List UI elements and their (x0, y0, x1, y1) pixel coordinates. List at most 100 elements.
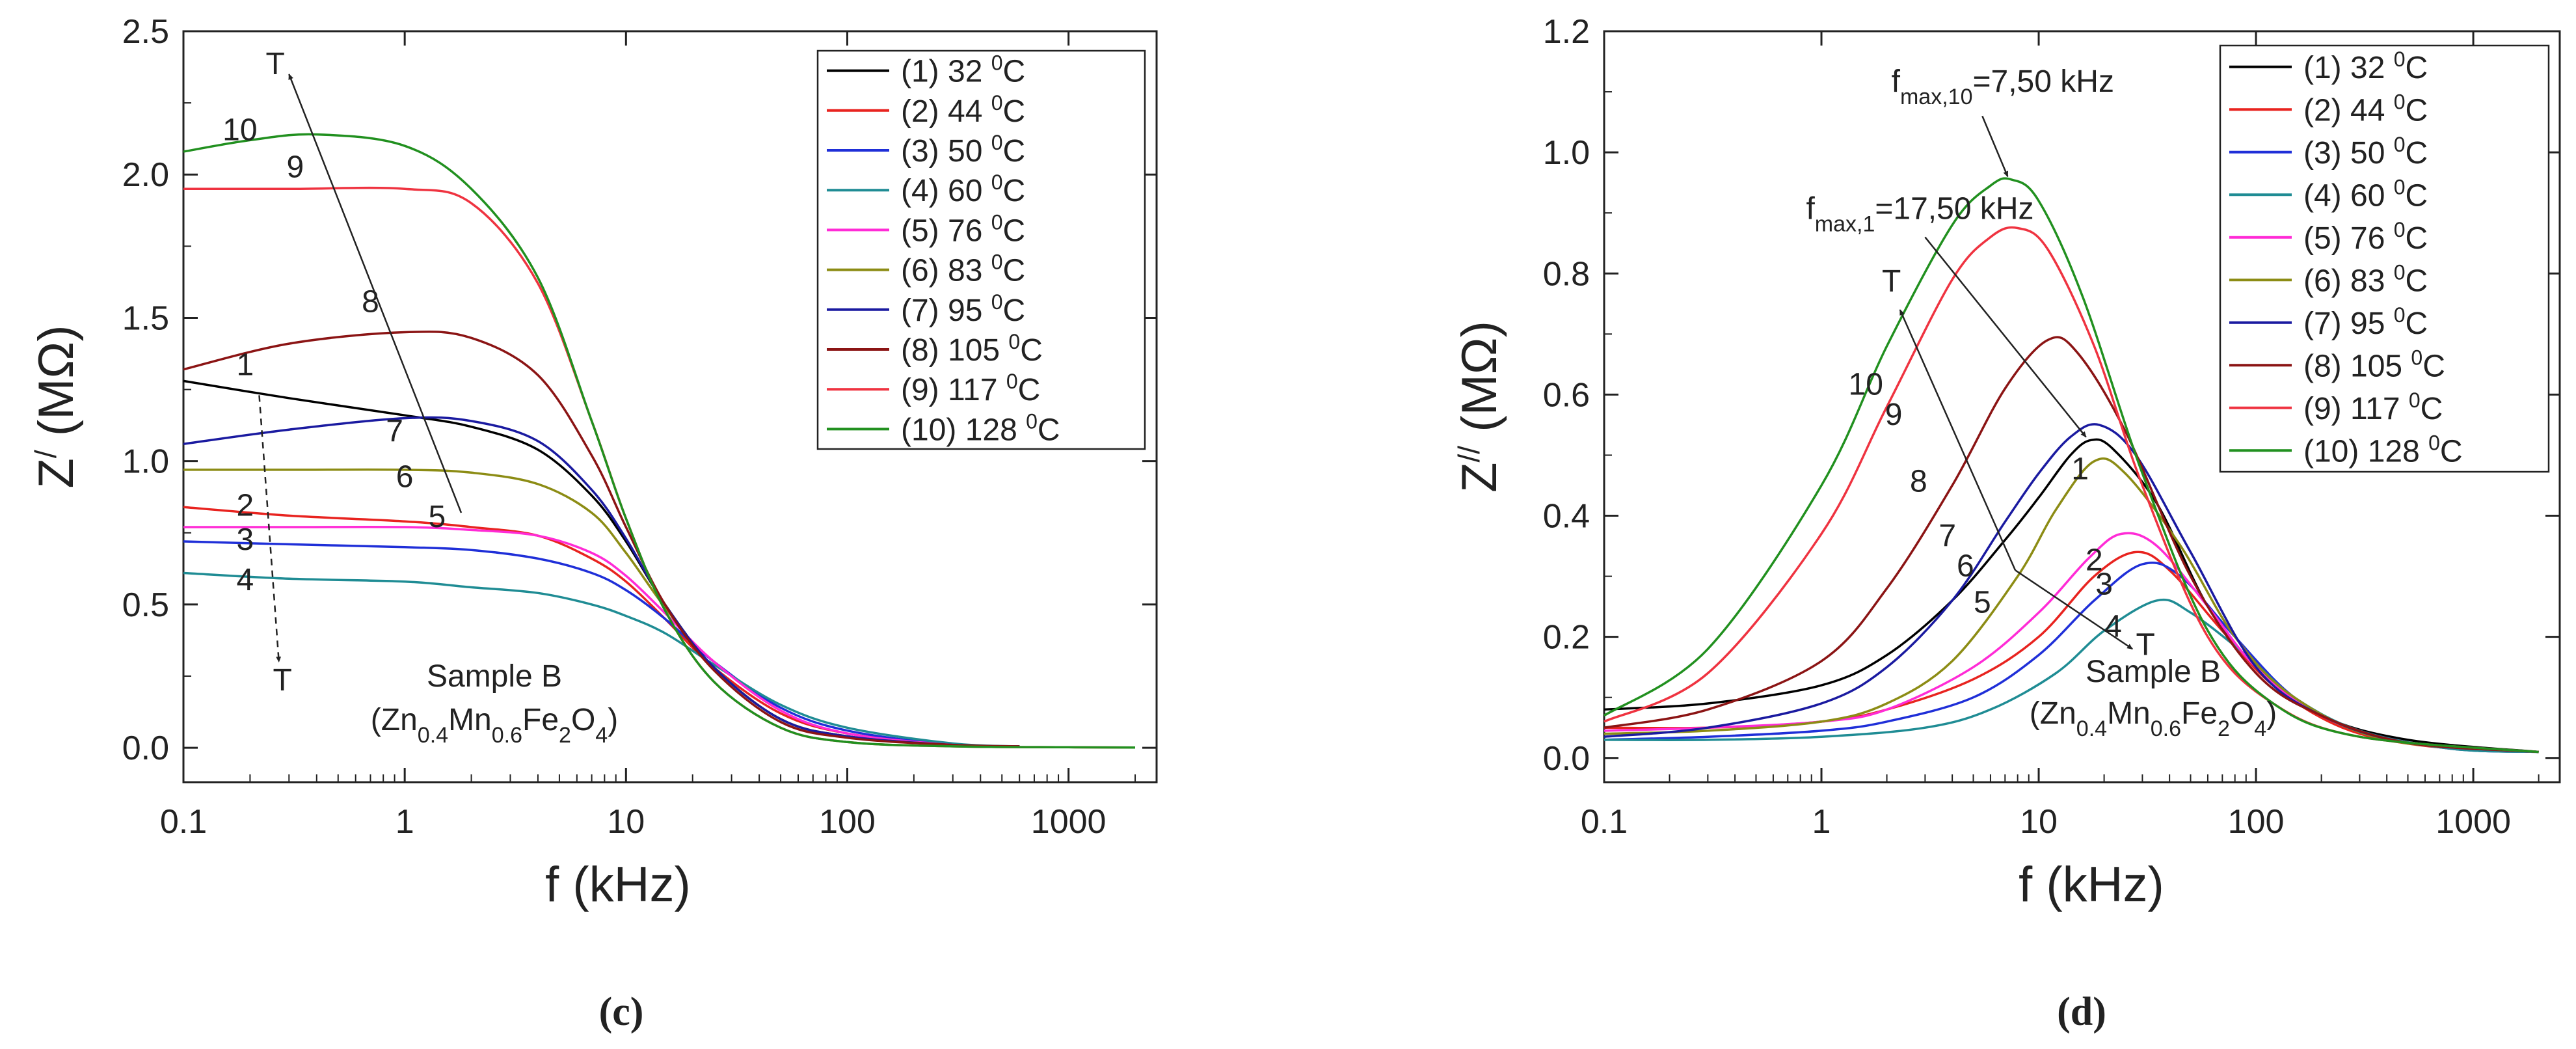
panel-c-curve-label: 2 (236, 488, 254, 523)
panel-c-curve-label: 9 (286, 150, 304, 185)
panel-d-legend-entry: (1) 32 0C (2303, 48, 2428, 85)
panel-c-legend-box (816, 49, 1146, 450)
panel-c-curve-label: 10 (222, 113, 257, 147)
panel-d-legend-entry: (5) 76 0C (2303, 218, 2428, 256)
panel-c-panel-letter: (c) (599, 990, 644, 1034)
panel-c-curve-label: 4 (236, 563, 254, 597)
panel-c-legend-entry: (6) 83 0C (901, 251, 1025, 288)
panel-d-x-tick-label: 1000 (2435, 803, 2511, 841)
panel-d-fmax-annotation: fmax,1=17,50 kHz (1806, 192, 2033, 237)
panel-d-y-axis-label: Z// (MΩ) (1452, 321, 1507, 493)
panel-d-x-axis-label: f (kHz) (2019, 857, 2164, 912)
panel-c-curve-label: 7 (386, 414, 403, 448)
panel-c-y-axis-label: Z/ (MΩ) (29, 325, 84, 488)
panel-d-curve-label: 2 (2086, 543, 2103, 577)
panel-d-legend-entry: (6) 83 0C (2303, 260, 2428, 298)
panel-d-y-tick-label: 0.4 (1543, 498, 1590, 536)
panel-d-x-tick-label: 10 (2020, 803, 2058, 841)
panel-d-curve-label: 6 (1957, 549, 1974, 584)
panel-d-legend-entry: (8) 105 0C (2303, 346, 2445, 383)
panel-c-curve-label: 6 (396, 459, 414, 494)
panel-c-series-line-3 (183, 540, 1020, 748)
panel-d-series-line-6 (1603, 457, 2539, 754)
panel-d-temperature-arrow (1899, 309, 2017, 571)
panel-d-legend-entry: (9) 117 0C (2303, 388, 2443, 426)
panel-d-fmax-annotation: fmax,10=7,50 kHz (1892, 64, 2114, 109)
panel-d-legend-entry: (7) 95 0C (2303, 303, 2428, 341)
panel-d-curve-label: 8 (1910, 464, 1927, 498)
panel-d-y-tick-label: 0.2 (1543, 619, 1590, 657)
panel-d-curve-label: 3 (2095, 567, 2113, 602)
panel-c-series-line-8 (183, 330, 1020, 748)
panel-c-legend-entry: (1) 32 0C (901, 51, 1025, 89)
panel-c-series-line-2 (183, 506, 1020, 748)
panel-c-series-line-5 (183, 525, 1020, 748)
panel-c-legend-entry: (7) 95 0C (901, 290, 1025, 328)
panel-c-legend-entry: (2) 44 0C (901, 91, 1025, 129)
panel-d-formula-label: (Zn0.4Mn0.6Fe2O4) (2030, 696, 2277, 741)
panel-d-fmax-arrow (1924, 236, 2087, 438)
panel-d-series-line-10 (1603, 177, 2539, 754)
panel-c-x-tick-label: 1 (396, 803, 414, 841)
panel-d-x-tick-label: 0.1 (1581, 803, 1628, 841)
panel-d-curve-label: 7 (1939, 519, 1956, 553)
panel-c-curve-label: 5 (429, 500, 446, 534)
panel-c-x-tick-label: 10 (607, 803, 645, 841)
panel-c-legend-entry: (8) 105 0C (901, 330, 1043, 368)
panel-d-legend-entry: (2) 44 0C (2303, 90, 2428, 128)
panel-c-plot-frame (182, 30, 1158, 783)
panel-d-series-line-8 (1603, 336, 2539, 754)
panel-c-arrow-label: T (265, 47, 284, 81)
panel-c-series-line-10 (183, 133, 1136, 749)
panel-d-x-tick-label: 100 (2228, 803, 2285, 841)
panel-d-x-tick-label: 1 (1812, 803, 1831, 841)
panel-d-y-tick-label: 0.8 (1543, 255, 1590, 293)
panel-c-x-tick-label: 0.1 (160, 803, 207, 841)
panel-c-temperature-arrow (258, 395, 282, 663)
panel-c-curve-label: 8 (362, 285, 379, 320)
panel-d-fmax-arrow (1981, 115, 2009, 178)
panel-d-curve-label: 10 (1849, 367, 1883, 402)
panel-c-legend-entry: (5) 76 0C (901, 210, 1025, 248)
panel-d-y-tick-label: 0.0 (1543, 740, 1590, 778)
panel-d-y-tick-label: 0.6 (1543, 376, 1590, 414)
panel-c-impedance-real: 0.1 1 10 100 1000 0.0 0.5 1.0 1.5 2.0 2.5 Z/ (MΩ) f … (29, 13, 1158, 1034)
panel-c-y-tick-label: 0.5 (122, 586, 169, 624)
panel-d-panel-letter: (d) (2057, 990, 2106, 1034)
panel-d-impedance-imaginary: 0.1 1 10 100 1000 0.0 0.2 0.4 0.6 0.8 1.0 1.2 Z// (M… (1452, 13, 2561, 1034)
panel-c-y-tick-label: 2.0 (122, 156, 169, 194)
panel-d-curve-label: 5 (1974, 585, 1991, 620)
panel-c-legend-entry: (4) 60 0C (901, 170, 1025, 208)
panel-d-arrow-label: T (2136, 628, 2155, 662)
panel-c-legend-entry: (3) 50 0C (901, 131, 1025, 169)
panel-d-curve-label: 1 (2071, 452, 2089, 487)
panel-c-curve-label: 1 (236, 348, 254, 383)
panel-d-arrow-label: T (1882, 264, 1901, 299)
panel-c-series-line-4 (183, 571, 1020, 748)
panel-c-legend-entry: (10) 128 0C (901, 409, 1060, 447)
panel-c-x-axis-label: f (kHz) (545, 857, 691, 912)
panel-c-y-tick-label: 1.0 (122, 443, 169, 481)
panel-c-sample-label: Sample B (427, 659, 562, 694)
panel-d-legend-entry: (10) 128 0C (2303, 431, 2463, 469)
panel-c-legend-entry: (9) 117 0C (901, 370, 1040, 407)
panel-d-plot-frame (1603, 30, 2561, 783)
panel-d-y-tick-label: 1.2 (1543, 13, 1590, 51)
panel-d-temperature-arrow (2015, 569, 2133, 650)
panel-d-legend-box (2219, 44, 2550, 473)
panel-c-series-line-7 (183, 416, 1020, 748)
panel-c-curve-label: 3 (236, 523, 254, 557)
panel-c-arrow-label: T (273, 663, 291, 698)
panel-c-x-tick-label: 100 (819, 803, 876, 841)
panel-c-x-tick-label: 1000 (1031, 803, 1107, 841)
panel-d-y-tick-label: 1.0 (1543, 134, 1590, 172)
panel-c-temperature-arrow (288, 74, 463, 513)
panel-c-y-tick-label: 0.0 (122, 729, 169, 767)
panel-d-legend-entry: (4) 60 0C (2303, 175, 2428, 213)
panel-d-sample-label: Sample B (2086, 655, 2221, 689)
panel-d-curve-label: 9 (1885, 398, 1903, 432)
panel-d-curve-label: 4 (2104, 610, 2122, 644)
panel-d-legend-entry: (3) 50 0C (2303, 133, 2428, 170)
panel-c-y-tick-label: 2.5 (122, 13, 169, 51)
